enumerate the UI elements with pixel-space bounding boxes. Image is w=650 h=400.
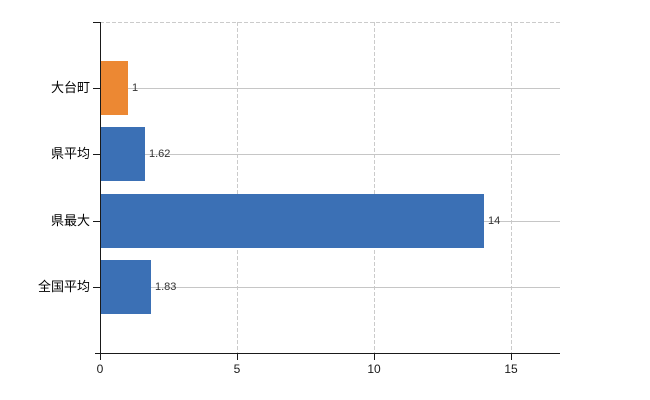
x-axis-tick xyxy=(511,353,512,360)
bar-3 xyxy=(101,260,151,314)
x-tick-label: 15 xyxy=(504,362,518,376)
y-axis-top-tick xyxy=(93,22,100,23)
y-axis-tick xyxy=(93,88,100,89)
x-axis-tick xyxy=(374,353,375,360)
y-axis xyxy=(100,22,101,360)
bar-2 xyxy=(101,194,484,248)
x-tick-label: 0 xyxy=(96,362,104,376)
bar-1 xyxy=(101,127,145,181)
x-tick-label: 10 xyxy=(367,362,381,376)
x-axis-tick xyxy=(237,353,238,360)
category-label: 全国平均 xyxy=(37,279,90,294)
horizontal-gridline xyxy=(101,88,560,89)
bar-0 xyxy=(101,61,128,115)
plot-top-border xyxy=(100,22,560,23)
value-label: 1 xyxy=(132,82,139,94)
vertical-gridline xyxy=(237,22,238,353)
vertical-gridline xyxy=(511,22,512,353)
category-label: 県最大 xyxy=(50,213,90,228)
value-label: 1.83 xyxy=(155,281,177,293)
horizontal-gridline xyxy=(101,154,560,155)
y-axis-tick xyxy=(93,221,100,222)
vertical-gridline xyxy=(374,22,375,353)
x-tick-label: 5 xyxy=(233,362,241,376)
category-label: 県平均 xyxy=(50,146,90,161)
y-axis-tick xyxy=(93,154,100,155)
x-axis-tick xyxy=(100,353,101,360)
horizontal-gridline xyxy=(101,287,560,288)
value-label: 1.62 xyxy=(149,148,171,160)
value-label: 14 xyxy=(488,215,501,227)
x-axis xyxy=(95,353,560,354)
y-axis-tick xyxy=(93,287,100,288)
category-label: 大台町 xyxy=(50,80,90,95)
